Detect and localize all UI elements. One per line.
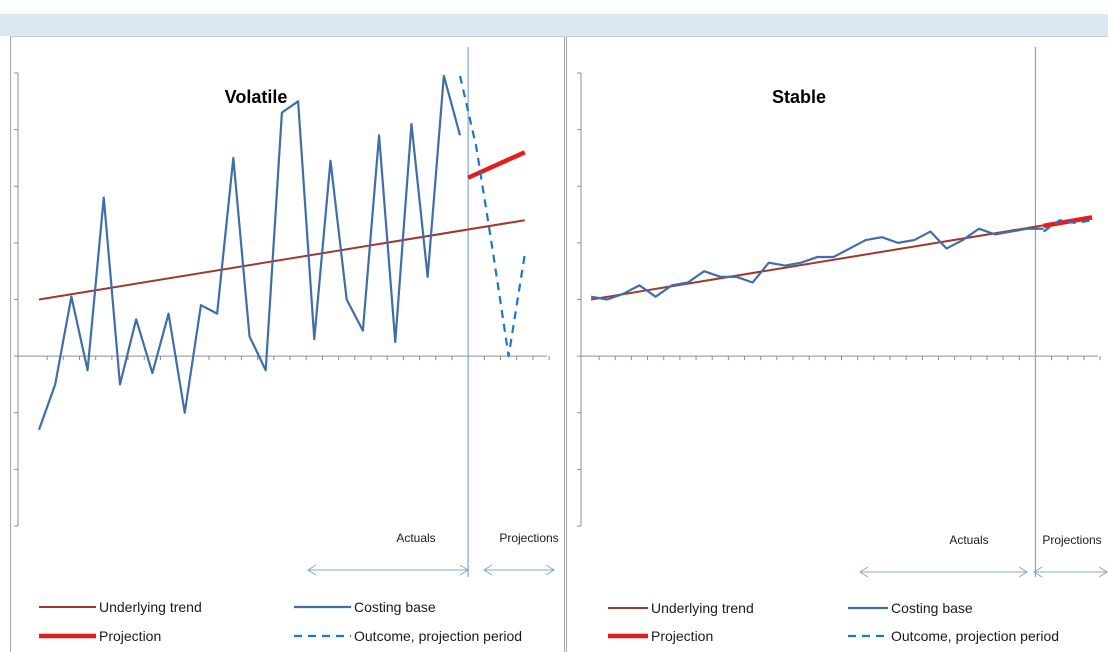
legend-label-costing: Costing base [354, 599, 436, 615]
series-line-costing [39, 76, 460, 430]
top-margin [0, 0, 1108, 14]
stable-chart-svg: Stable Actuals Projections Underlying trend… [567, 37, 1108, 652]
legend-label-outcome: Outcome, projection period [891, 628, 1059, 644]
legend-label-trend: Underlying trend [651, 600, 754, 616]
legend-label-trend: Underlying trend [99, 599, 202, 615]
series-line-outcome [460, 76, 525, 356]
legend-label-outcome: Outcome, projection period [354, 628, 522, 644]
header-strip [0, 14, 1108, 36]
chart-title: Volatile [225, 87, 288, 107]
legend-label-costing: Costing base [891, 600, 973, 616]
series-line-projection [468, 152, 525, 177]
chart-panel-volatile: Volatile Actuals Projections Underlying tre… [10, 36, 565, 652]
chart-panel-stable: Stable Actuals Projections Underlying trend… [566, 36, 1108, 652]
actuals-label: Actuals [396, 531, 435, 545]
chart-title: Stable [772, 87, 826, 107]
actuals-label: Actuals [949, 533, 988, 547]
volatile-chart-svg: Volatile Actuals Projections Underlying tre… [11, 37, 564, 652]
legend-label-projection: Projection [651, 628, 713, 644]
projections-label: Projections [1042, 533, 1101, 547]
legend-label-projection: Projection [99, 628, 161, 644]
projections-label: Projections [499, 531, 558, 545]
